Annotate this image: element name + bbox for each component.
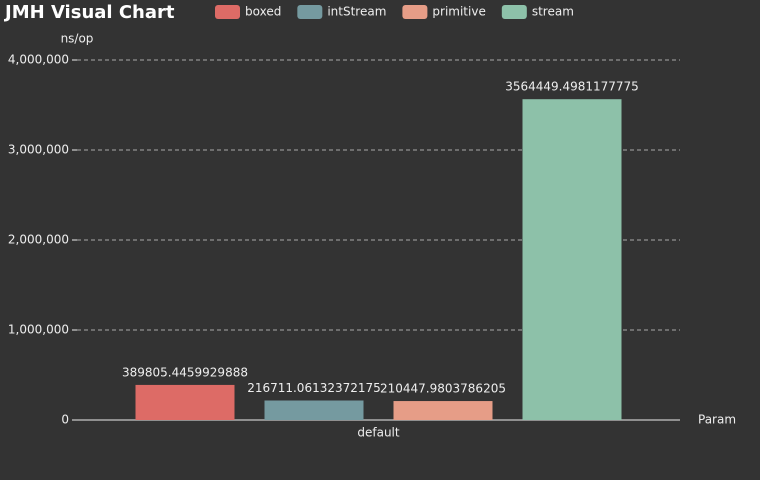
y-tick-label: 0 — [61, 413, 69, 427]
bar — [522, 99, 622, 420]
legend-swatch[interactable] — [297, 5, 323, 19]
y-tick-label: 2,000,000 — [8, 233, 69, 247]
legend-label[interactable]: stream — [532, 5, 574, 19]
x-tick-label: default — [357, 426, 400, 440]
legend-swatch[interactable] — [215, 5, 240, 19]
y-tick-label: 4,000,000 — [8, 53, 69, 67]
y-axis-label: ns/op — [61, 32, 94, 46]
chart-title: JMH Visual Chart — [3, 2, 175, 23]
legend-label[interactable]: boxed — [245, 5, 281, 19]
bar — [393, 401, 493, 420]
y-tick-label: 3,000,000 — [8, 143, 69, 157]
y-tick-label: 1,000,000 — [8, 323, 69, 337]
legend-swatch[interactable] — [402, 5, 428, 19]
legend-label[interactable]: primitive — [432, 5, 485, 19]
data-label: 389805.4459929888 — [122, 365, 248, 379]
data-label: 216711.06132372175 — [247, 381, 381, 395]
data-label: 3564449.4981177775 — [505, 80, 639, 94]
legend-label[interactable]: intStream — [327, 5, 386, 19]
bar — [135, 384, 235, 420]
data-label: 210447.9803786205 — [380, 382, 506, 396]
legend-swatch[interactable] — [501, 5, 527, 19]
bar — [264, 400, 364, 420]
x-axis-label: Param — [698, 413, 736, 427]
